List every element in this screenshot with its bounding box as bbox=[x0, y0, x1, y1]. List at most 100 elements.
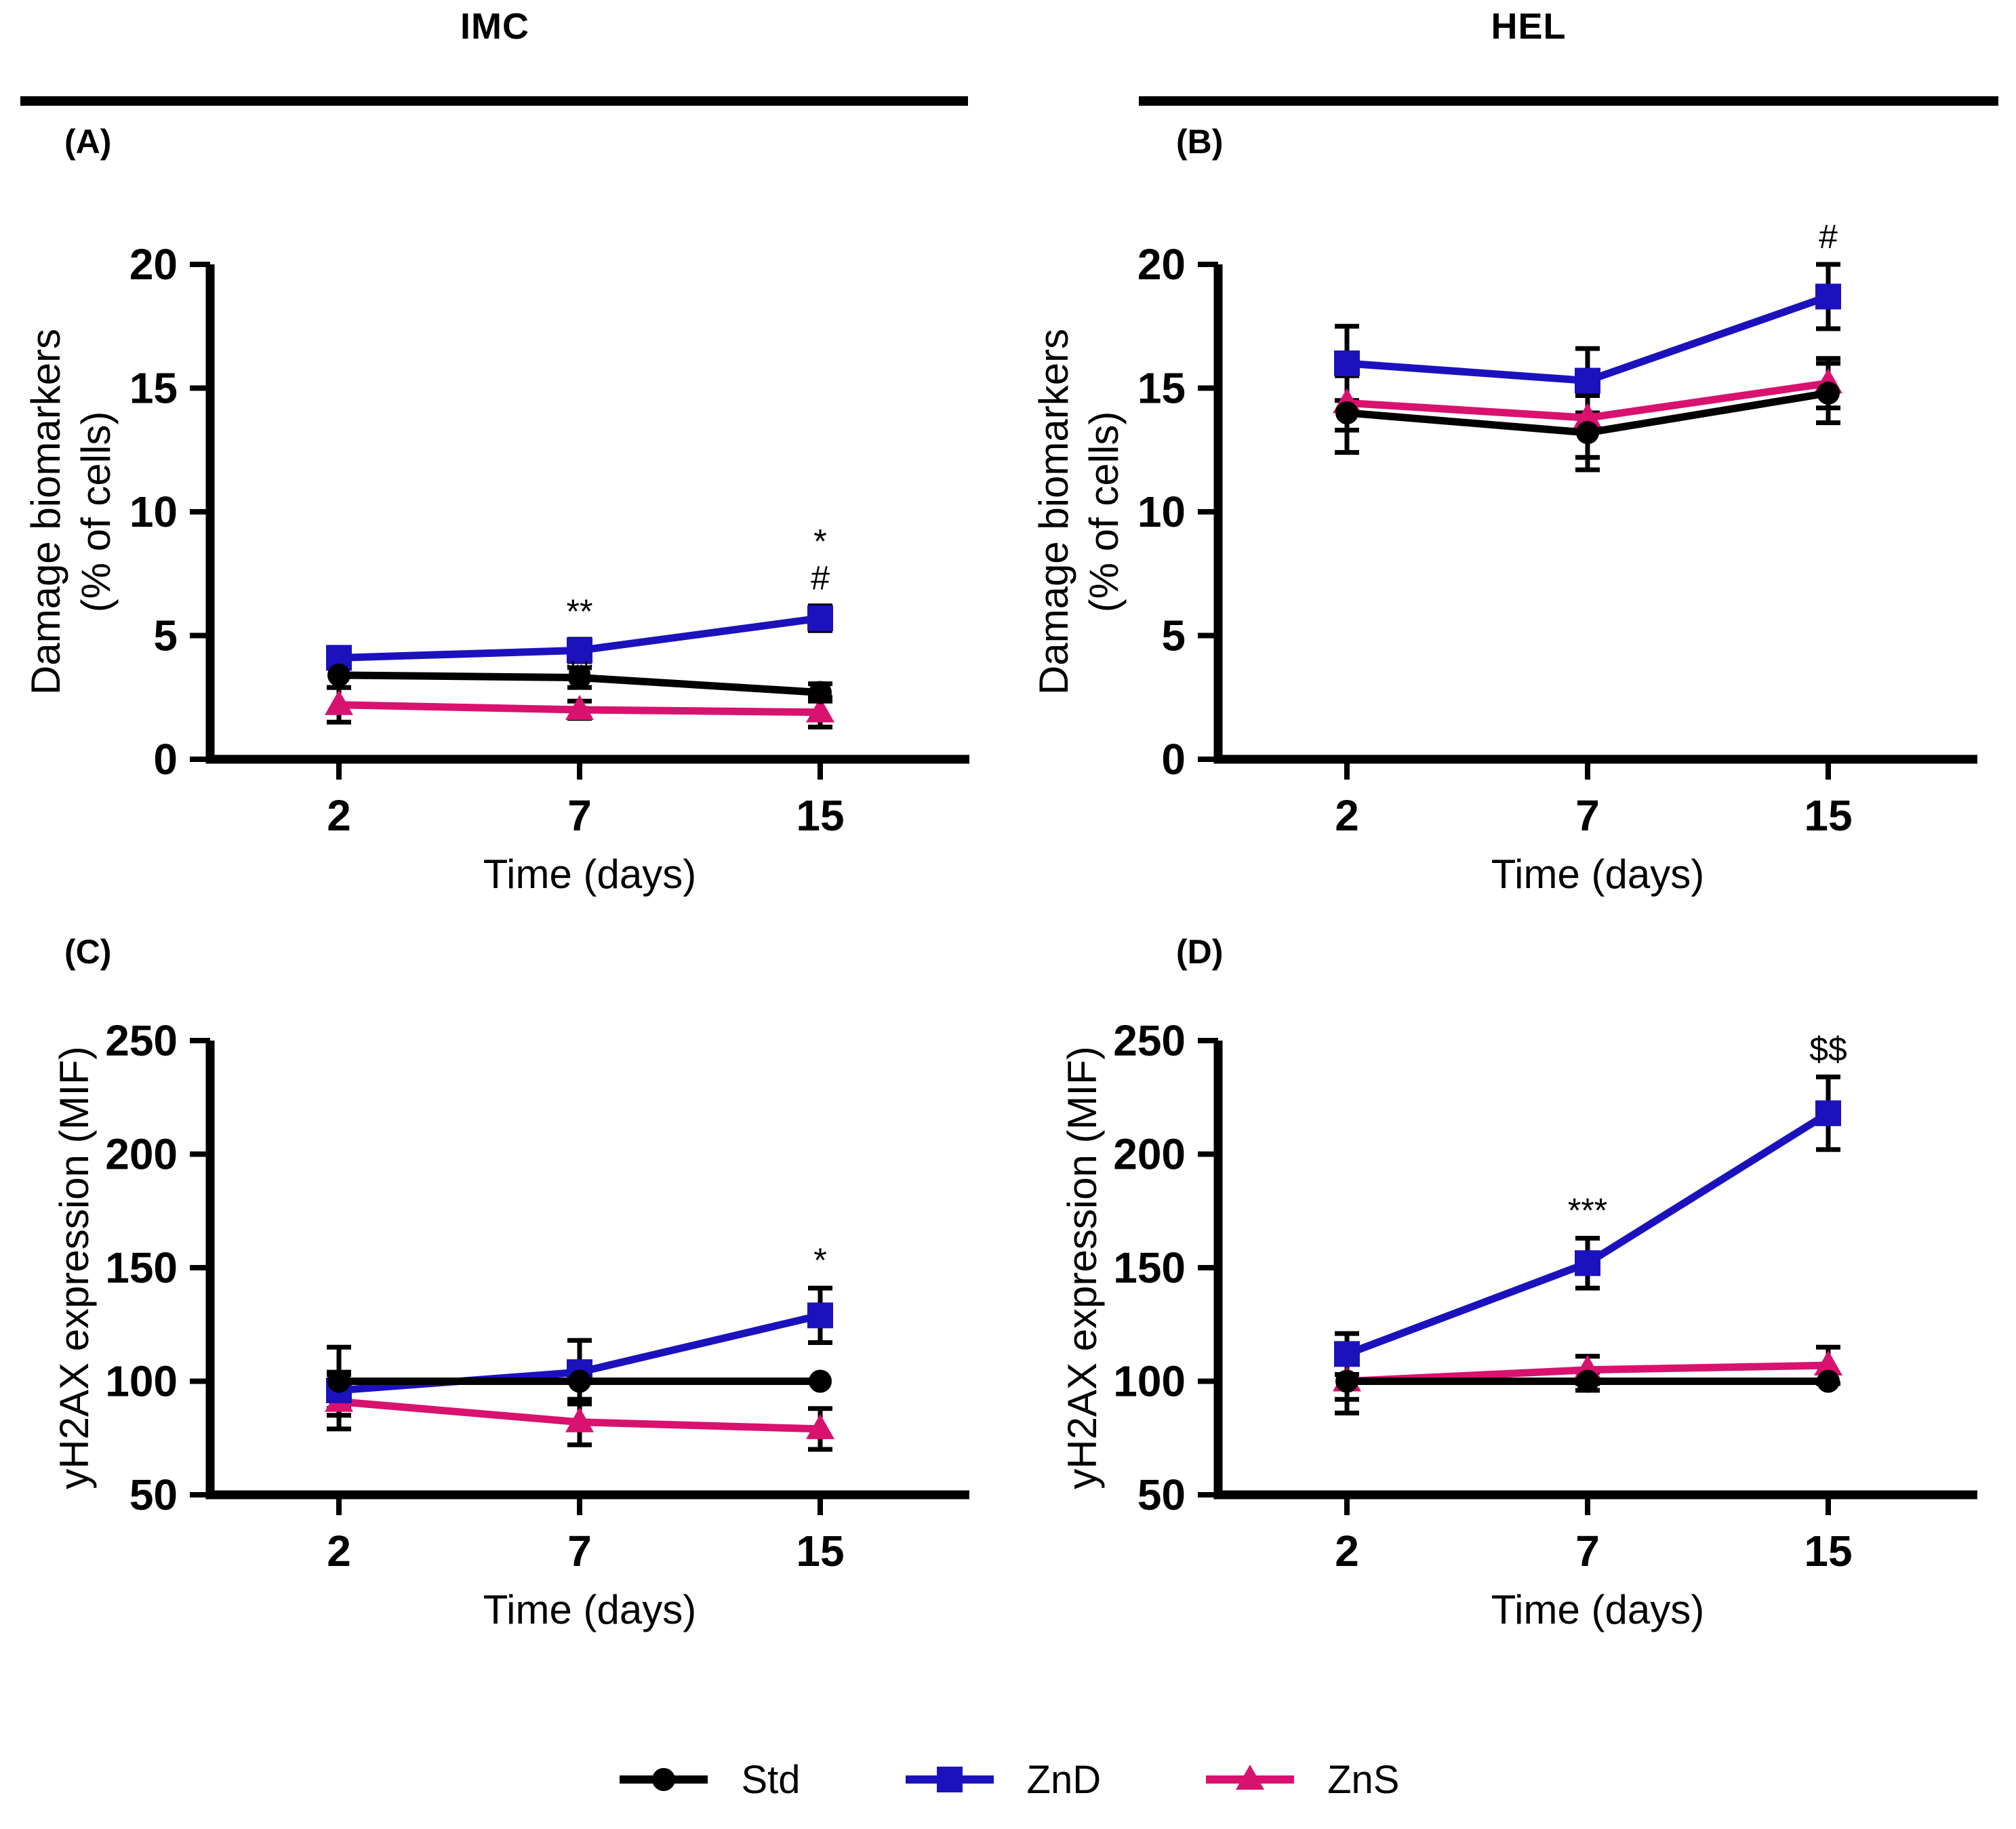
legend-item-znd: ZnD bbox=[902, 1757, 1102, 1803]
y-tick-label: 0 bbox=[153, 735, 178, 784]
y-axis-title: yH2AX expression (MIF) bbox=[52, 1046, 97, 1489]
significance-symbol: * bbox=[813, 523, 826, 561]
y-tick-label: 10 bbox=[1137, 487, 1186, 536]
chart-cell-a: 0 5 10 15 20 2 7 15 Damage biomarkers (% of cells… bbox=[0, 122, 1008, 915]
data-point-znd bbox=[567, 637, 592, 664]
significance-symbol: ** bbox=[567, 654, 593, 692]
zns-legend-glyph bbox=[1236, 1765, 1265, 1790]
x-tick-label: 15 bbox=[1804, 1527, 1852, 1575]
chart-panel-c: 50 100 150 200 250 2 7 15 yH2AX expression (MIF)… bbox=[52, 1016, 969, 1632]
data-point-std bbox=[1576, 421, 1599, 445]
chart-panel-b: 0 5 10 15 20 2 7 15 Damage biomarkers (% of cells… bbox=[1031, 218, 1977, 897]
data-point-znd bbox=[1334, 350, 1360, 376]
data-point-std bbox=[1335, 1369, 1358, 1393]
data-point-znd bbox=[1575, 1250, 1600, 1277]
data-point-znd bbox=[1815, 1100, 1841, 1127]
data-point-znd bbox=[1815, 283, 1841, 310]
data-point-znd bbox=[1334, 1341, 1360, 1367]
y-tick-label: 100 bbox=[105, 1357, 178, 1406]
significance-symbol: ** bbox=[567, 592, 593, 630]
x-tick-label: 15 bbox=[1804, 791, 1852, 840]
x-tick-label: 2 bbox=[327, 791, 351, 840]
y-axis-title: Damage biomarkers bbox=[23, 329, 68, 695]
data-point-std bbox=[327, 663, 350, 687]
y-tick-label: 50 bbox=[1137, 1470, 1186, 1519]
legend: Std ZnD ZnS bbox=[0, 1742, 2016, 1817]
x-tick-label: 7 bbox=[1575, 1527, 1600, 1575]
x-tick-label: 15 bbox=[796, 791, 844, 840]
chart-panel-a: 0 5 10 15 20 2 7 15 Damage biomarkers (% of cells… bbox=[23, 240, 969, 897]
data-point-zns bbox=[1814, 1350, 1842, 1376]
y-tick-label: 5 bbox=[153, 611, 178, 660]
x-axis-title: Time (days) bbox=[1491, 1587, 1704, 1632]
y-tick-label: 100 bbox=[1113, 1357, 1186, 1406]
column-title-hel: HEL bbox=[1491, 6, 1567, 47]
column-rule-hel bbox=[1139, 96, 1998, 106]
annotations: # bbox=[1819, 218, 1838, 256]
panel-label-c: (C) bbox=[64, 933, 112, 971]
panel-label-d: (D) bbox=[1176, 933, 1224, 971]
legend-label-zns: ZnS bbox=[1327, 1757, 1400, 1802]
annotations: *** $$ bbox=[1568, 1030, 1847, 1230]
x-tick-label: 15 bbox=[796, 1527, 844, 1575]
data-point-znd bbox=[807, 605, 833, 631]
series-znd bbox=[326, 605, 833, 671]
panel-label-b: (B) bbox=[1176, 123, 1224, 161]
axes: 0 5 10 15 20 2 7 15 bbox=[1137, 240, 1977, 840]
data-point-std bbox=[1576, 1369, 1599, 1393]
znd-legend-glyph bbox=[936, 1767, 963, 1792]
legend-label-std: Std bbox=[741, 1757, 801, 1802]
y-tick-label: 10 bbox=[129, 487, 178, 536]
column-rule-imc bbox=[20, 96, 968, 106]
y-axis-title: (% of cells) bbox=[1081, 411, 1127, 613]
data-point-std bbox=[568, 1369, 591, 1393]
significance-symbol: $$ bbox=[1809, 1030, 1847, 1068]
y-tick-label: 15 bbox=[1137, 364, 1186, 413]
y-tick-label: 50 bbox=[129, 1470, 178, 1519]
series-std bbox=[327, 1369, 832, 1393]
annotations: *****# bbox=[567, 523, 830, 693]
significance-symbol: # bbox=[1819, 218, 1838, 256]
significance-symbol: * bbox=[813, 1241, 826, 1279]
x-tick-label: 7 bbox=[1575, 791, 1600, 840]
y-tick-label: 200 bbox=[1113, 1130, 1186, 1179]
data-point-std bbox=[809, 1369, 832, 1393]
column-title-imc: IMC bbox=[460, 6, 529, 47]
legend-item-std: Std bbox=[616, 1757, 801, 1803]
x-tick-label: 2 bbox=[327, 1527, 351, 1575]
x-axis-title: Time (days) bbox=[483, 851, 696, 897]
x-axis-title: Time (days) bbox=[1491, 851, 1704, 897]
y-axis-title: yH2AX expression (MIF) bbox=[1060, 1046, 1105, 1489]
y-tick-label: 20 bbox=[1137, 240, 1186, 289]
panel-label-a: (A) bbox=[64, 123, 112, 161]
chart-cell-c: 50 100 150 200 250 2 7 15 yH2AX expression (MIF)… bbox=[0, 915, 1008, 1708]
significance-symbol: *** bbox=[1568, 1191, 1607, 1229]
axes: 0 5 10 15 20 2 7 15 bbox=[129, 240, 969, 840]
y-tick-label: 0 bbox=[1161, 735, 1186, 784]
series-znd bbox=[1334, 1100, 1841, 1367]
y-tick-label: 5 bbox=[1161, 611, 1186, 660]
chart-panel-d: 50 100 150 200 250 2 7 15 yH2AX expression (MIF)… bbox=[1060, 1016, 1977, 1632]
data-point-std bbox=[809, 681, 832, 704]
series-znd bbox=[1334, 283, 1841, 394]
legend-label-znd: ZnD bbox=[1026, 1757, 1102, 1802]
y-tick-label: 200 bbox=[105, 1130, 178, 1179]
x-tick-label: 2 bbox=[1335, 791, 1359, 840]
x-axis-title: Time (days) bbox=[483, 1587, 696, 1632]
data-point-znd bbox=[1575, 367, 1600, 394]
data-point-std bbox=[1817, 381, 1840, 405]
data-point-zns bbox=[565, 695, 594, 720]
significance-symbol: # bbox=[811, 559, 830, 597]
x-tick-label: 7 bbox=[567, 791, 592, 840]
y-tick-label: 15 bbox=[129, 364, 178, 413]
data-point-zns bbox=[806, 1413, 834, 1439]
data-point-std bbox=[568, 666, 591, 689]
zns-triangle-marker-icon bbox=[1206, 1765, 1295, 1790]
annotations: * bbox=[813, 1241, 826, 1279]
y-tick-label: 150 bbox=[1113, 1243, 1186, 1292]
data-point-std bbox=[1817, 1369, 1840, 1393]
x-tick-label: 7 bbox=[567, 1527, 592, 1575]
std-legend-glyph bbox=[652, 1768, 676, 1791]
axes: 50 100 150 200 250 2 7 15 bbox=[105, 1016, 969, 1575]
y-tick-label: 20 bbox=[129, 240, 178, 289]
